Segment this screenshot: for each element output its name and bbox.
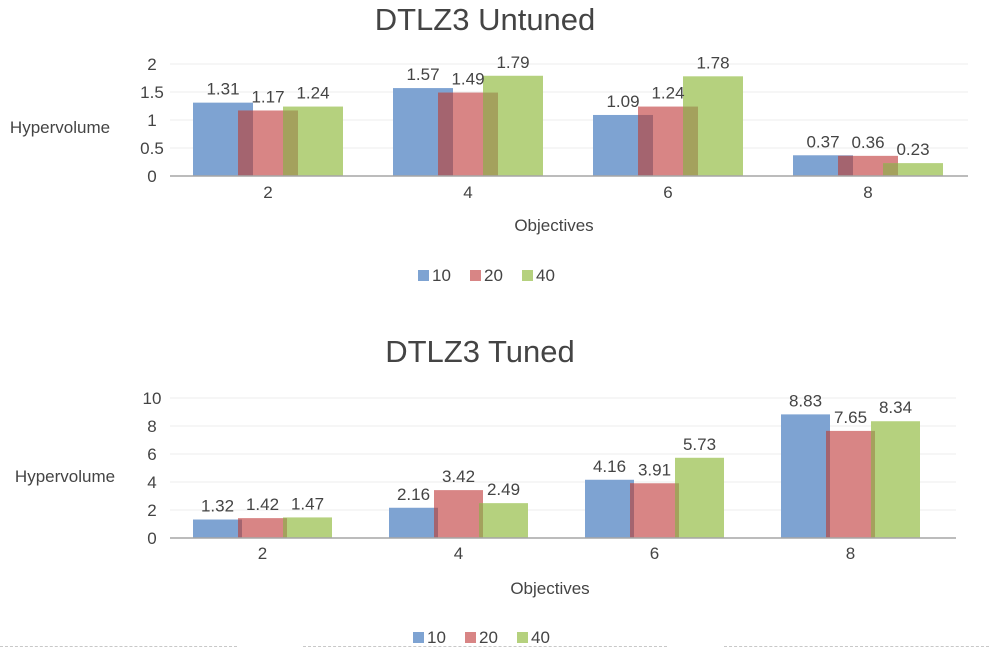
x-tick-label: 6	[663, 183, 672, 202]
bar-overlap	[434, 507, 438, 538]
data-label: 3.42	[442, 467, 475, 486]
bar-overlap	[479, 503, 483, 538]
data-label: 4.16	[593, 457, 626, 476]
legend-swatch-20	[465, 632, 476, 643]
data-label: 1.47	[291, 494, 324, 513]
y-tick-label: 2	[147, 55, 156, 74]
chart-untuned: DTLZ3 Untuned Hypervolume Objectives 0 0.…	[10, 2, 968, 285]
bar-overlap	[283, 110, 298, 176]
x-tick-label: 4	[454, 544, 463, 563]
legend: 10 20 40	[418, 266, 555, 285]
bar-series-40-cat-8	[871, 421, 920, 538]
bar-series-40-cat-6	[675, 457, 724, 538]
bar-series-20-cat-6	[630, 483, 679, 538]
divider-right	[724, 646, 989, 647]
x-tick-label: 8	[863, 183, 872, 202]
legend-swatch-40	[517, 632, 528, 643]
data-label: 1.24	[651, 84, 684, 103]
data-label: 1.78	[696, 53, 729, 72]
y-tick-label: 4	[147, 473, 156, 492]
data-label: 1.57	[406, 65, 439, 84]
data-label: 2.49	[487, 480, 520, 499]
bar-series-40-cat-2	[283, 517, 332, 538]
bar-overlap	[675, 483, 679, 538]
divider-left	[0, 646, 237, 647]
plot-area: 0 0.5 1 1.5 2 1.31 1.17 1.24 2 1.57 1.49 1.79 4 1.09 1…	[140, 53, 968, 202]
data-label: 1.42	[246, 495, 279, 514]
bar-series-20-cat-4	[434, 490, 483, 538]
data-label: 1.17	[251, 87, 284, 106]
legend: 10 20 40	[413, 628, 550, 647]
data-label: 8.83	[789, 391, 822, 410]
bar-overlap	[483, 92, 498, 176]
x-axis-label: Objectives	[514, 216, 593, 235]
data-label: 5.73	[683, 435, 716, 454]
bar-series-20-cat-8	[826, 430, 875, 538]
plot-area: 0 2 4 6 8 10 1.32 1.42 1.47 2 2.16 3.42 2.49 4 4.16 3.9…	[143, 389, 956, 563]
chart-title: DTLZ3 Untuned	[375, 2, 596, 37]
y-tick-label: 0	[147, 167, 156, 186]
bar-series-10-cat-4	[389, 507, 438, 538]
y-tick-label: 6	[147, 445, 156, 464]
legend-label-20: 20	[484, 266, 503, 285]
x-axis-label: Objectives	[510, 579, 589, 598]
bar-overlap	[838, 155, 853, 176]
data-label: 1.24	[296, 84, 329, 103]
data-label: 0.37	[806, 132, 839, 151]
chart-tuned: DTLZ3 Tuned Hypervolume Objectives 0 2 4 6 8…	[15, 334, 956, 647]
data-label: 7.65	[834, 408, 867, 427]
y-tick-label: 10	[143, 389, 162, 408]
bar-overlap	[871, 430, 875, 538]
bar-overlap	[283, 518, 287, 538]
legend-label-10: 10	[432, 266, 451, 285]
x-tick-label: 8	[846, 544, 855, 563]
y-tick-label: 0	[147, 529, 156, 548]
bar-series-20-cat-2	[238, 518, 287, 538]
bar-overlap	[630, 483, 634, 538]
chart-title: DTLZ3 Tuned	[385, 334, 575, 369]
data-label: 3.91	[638, 460, 671, 479]
legend-label-40: 40	[536, 266, 555, 285]
data-label: 1.32	[201, 497, 234, 516]
data-label: 1.09	[606, 92, 639, 111]
x-tick-label: 4	[463, 183, 472, 202]
legend-swatch-20	[470, 270, 481, 281]
data-label: 8.34	[879, 398, 912, 417]
bar-series-40-cat-4	[479, 503, 528, 538]
y-axis-label: Hypervolume	[15, 467, 115, 486]
bar-overlap	[438, 92, 453, 176]
bar-overlap	[883, 163, 898, 176]
legend-swatch-10	[418, 270, 429, 281]
legend-label-40: 40	[531, 628, 550, 647]
legend-swatch-40	[522, 270, 533, 281]
legend-swatch-10	[413, 632, 424, 643]
bar-overlap	[826, 430, 830, 538]
x-tick-label: 2	[258, 544, 267, 563]
data-label: 1.31	[206, 80, 239, 99]
divider-center	[303, 646, 667, 647]
y-tick-label: 0.5	[140, 139, 164, 158]
bar-series-10-cat-2	[193, 519, 242, 538]
bar-overlap	[638, 114, 653, 176]
legend-label-20: 20	[479, 628, 498, 647]
data-label: 0.36	[851, 133, 884, 152]
y-tick-label: 1	[147, 111, 156, 130]
bar-series-10-cat-8	[781, 414, 830, 538]
bar-series-10-cat-6	[585, 479, 634, 538]
y-tick-label: 8	[147, 417, 156, 436]
data-label: 1.79	[496, 53, 529, 72]
x-tick-label: 6	[650, 544, 659, 563]
bar-overlap	[683, 106, 698, 176]
y-tick-label: 2	[147, 501, 156, 520]
data-label: 0.23	[896, 140, 929, 159]
legend-label-10: 10	[427, 628, 446, 647]
y-axis-label: Hypervolume	[10, 118, 110, 137]
bar-overlap	[238, 110, 253, 176]
bar-overlap	[238, 519, 242, 538]
x-tick-label: 2	[263, 183, 272, 202]
data-label: 1.49	[451, 70, 484, 89]
y-tick-label: 1.5	[140, 83, 164, 102]
data-label: 2.16	[397, 485, 430, 504]
